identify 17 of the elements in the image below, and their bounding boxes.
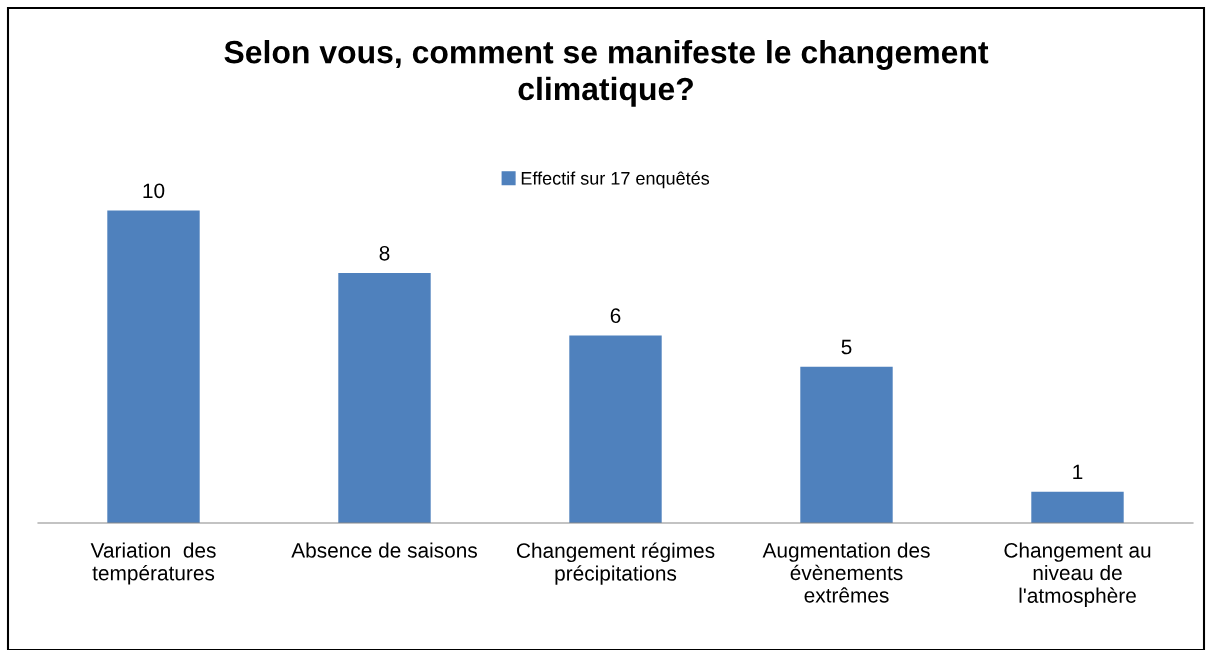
data-label: 5	[841, 339, 852, 355]
x-tick-label: Augmentation des évènements extrêmes	[762, 542, 930, 603]
x-tick-label: Absence de saisons	[291, 542, 477, 558]
bar	[800, 366, 893, 523]
x-tick-label: Variation des températures	[90, 542, 216, 585]
x-tick-label: Changement au niveau de l'atmosphère	[1004, 542, 1151, 608]
bar	[107, 210, 200, 523]
bar	[1031, 491, 1124, 523]
x-tick-label: Changement régimes précipitations	[516, 542, 715, 585]
legend-label: Effectif sur 17 enquêtés	[521, 171, 710, 189]
data-label: 6	[610, 308, 621, 324]
bar	[338, 273, 431, 523]
data-label: 1	[1073, 464, 1083, 480]
chart-title: Selon vous, comment se manifeste le changement climatique?	[224, 40, 989, 107]
data-label: 10	[143, 183, 165, 199]
bar	[569, 335, 662, 523]
data-label: 8	[379, 245, 390, 261]
